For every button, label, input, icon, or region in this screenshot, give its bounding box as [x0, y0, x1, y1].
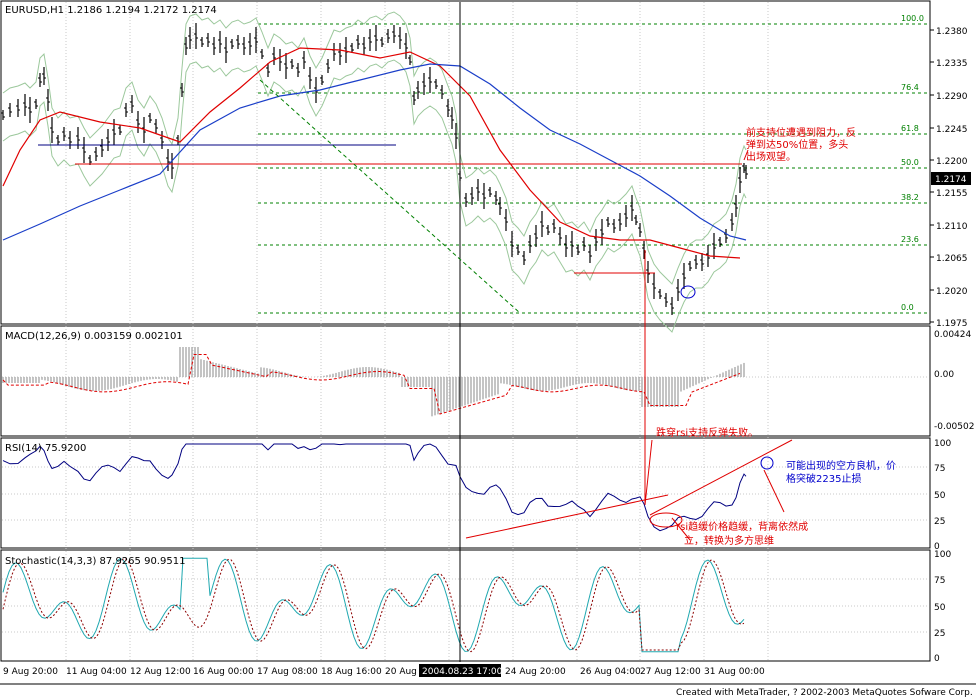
short-signal-line2: 格突破2235止损 — [786, 472, 861, 485]
fib-label: 50.0 — [901, 158, 919, 167]
macd-tick-label: 0.00424 — [934, 330, 971, 340]
moving-averages — [2, 47, 747, 259]
stoch-tick-label: 0 — [934, 654, 940, 664]
x-tick-label: 20 Aug 00:00 — [385, 667, 446, 677]
stoch-tick-label: 100 — [934, 550, 951, 560]
rsi-tick-label: 100 — [934, 439, 951, 449]
price-bars — [1, 23, 748, 315]
y-tick-label: 1.2020 — [936, 287, 968, 297]
annotation-texts: 前支持位遭遇到阻力，反 弹到达50%位置，多头 出场观望。 跌穿rsi支持反弹失… — [656, 126, 896, 547]
rsi-down-arrow[interactable] — [763, 469, 785, 513]
rsi-low-ellipse[interactable] — [649, 512, 683, 528]
x-tick-label: 18 Aug 16:00 — [321, 667, 382, 677]
diagonal-dash-line[interactable] — [259, 79, 521, 314]
y-tick-label: 1.2335 — [936, 59, 968, 69]
x-tick-label: 12 Aug 12:00 — [130, 667, 191, 677]
macd-tick-label: 0.00 — [934, 370, 954, 380]
fibonacci-levels: 100.0 76.4 61.8 50.0 38.2 23.6 0.0 — [258, 14, 928, 314]
rsi-break-note: 跌穿rsi支持反弹失败。 — [656, 426, 758, 439]
x-tick-label: 2004.08.23 17:00 — [422, 667, 503, 677]
fib-label: 76.4 — [901, 83, 919, 92]
y-tick-label: 1.2245 — [936, 125, 968, 135]
x-axis-ticks: 9 Aug 20:00 11 Aug 04:00 12 Aug 12:00 16 Au… — [3, 664, 765, 677]
resistance-note-line2: 弹到达50%位置，多头 — [746, 138, 848, 151]
time-highlight-box — [419, 664, 501, 677]
macd-header: MACD(12,26,9) 0.003159 0.002101 — [5, 331, 183, 342]
current-price-label: 1.2174 — [935, 175, 967, 185]
x-tick-label: 16 Aug 00:00 — [193, 667, 254, 677]
stoch-tick-label: 75 — [934, 576, 945, 586]
bollinger-lower — [2, 59, 747, 333]
rsi-plot — [2, 443, 929, 532]
y-tick-label: 1.2200 — [936, 157, 968, 167]
annotation-drawings — [38, 79, 793, 541]
current-price-box — [931, 172, 971, 185]
stoch-main-line — [2, 557, 745, 653]
x-tick-label: 24 Aug 20:00 — [505, 667, 566, 677]
rsi-tick-label: 25 — [934, 517, 945, 527]
red-rsi-connector[interactable] — [644, 439, 653, 506]
resistance-pointer[interactable] — [743, 149, 749, 161]
rsi-divergence-line1: rsi趋缓价格趋缓，背离依然成 — [676, 520, 808, 533]
y-axis-ticks: 1.2380 1.2335 1.2290 1.2245 1.2200 1.2155 1.21… — [930, 27, 974, 664]
x-tick-label: 27 Aug 12:00 — [640, 667, 701, 677]
bollinger-upper — [2, 11, 747, 285]
panel-frames — [0, 0, 976, 685]
ma-blue — [2, 63, 747, 241]
main-header: EURUSD,H1 1.2186 1.2194 1.2172 1.2174 — [5, 5, 217, 16]
stoch-panel[interactable] — [0, 549, 931, 662]
macd-plot — [2, 347, 929, 417]
rsi-note-pointer[interactable] — [671, 517, 691, 541]
price-low-ellipse[interactable] — [680, 285, 696, 299]
x-tick-label: 17 Aug 08:00 — [257, 667, 318, 677]
rsi-divergence-line2: 立，转换为多方思维 — [684, 534, 774, 547]
resistance-note-line1: 前支持位遭遇到阻力，反 — [746, 126, 856, 139]
stoch-signal-line — [2, 558, 745, 653]
macd-signal-line — [2, 354, 741, 415]
resistance-note-line3: 出场观望。 — [746, 150, 796, 163]
grid-lines — [65, 2, 769, 661]
main-panel[interactable] — [0, 0, 931, 325]
rsi-tick-label: 0 — [934, 542, 940, 552]
rsi-tick-label: 50 — [934, 491, 946, 501]
y-tick-label: 1.2380 — [936, 27, 968, 37]
fib-label: 61.8 — [901, 124, 919, 133]
y-tick-label: 1.2065 — [936, 254, 968, 264]
x-tick-label: 26 Aug 04:00 — [580, 667, 641, 677]
macd-panel[interactable] — [0, 325, 931, 437]
fib-label: 0.0 — [901, 303, 914, 312]
rsi-high-ellipse[interactable] — [760, 456, 774, 470]
rsi-header: RSI(14) 75.9200 — [5, 443, 86, 454]
rsi-panel[interactable] — [0, 437, 931, 549]
stoch-header: Stochastic(14,3,3) 87.9265 90.9511 — [5, 556, 185, 567]
x-tick-label: 9 Aug 20:00 — [3, 667, 58, 677]
stoch-tick-label: 25 — [934, 629, 945, 639]
footer-credit: Created with MetaTrader, ? 2002-2003 Met… — [676, 688, 973, 698]
rsi-tick-label: 75 — [934, 464, 945, 474]
fib-label: 100.0 — [901, 14, 924, 23]
rsi-rising-trendline[interactable] — [649, 439, 793, 516]
stoch-tick-label: 50 — [934, 603, 946, 613]
x-tick-label: 11 Aug 04:00 — [66, 667, 127, 677]
fib-label: 38.2 — [901, 193, 919, 202]
x-tick-label: 31 Aug 00:00 — [704, 667, 765, 677]
fib-label: 23.6 — [901, 235, 919, 244]
bollinger-bands — [2, 11, 747, 333]
y-tick-label: 1.2290 — [936, 92, 968, 102]
y-tick-label: 1.2110 — [936, 222, 968, 232]
rsi-line — [2, 443, 747, 532]
y-tick-label: 1.1975 — [936, 319, 968, 329]
stoch-plot — [2, 557, 929, 653]
macd-tick-label: -0.00502 — [934, 422, 974, 432]
short-signal-line1: 可能出现的空方良机，价 — [786, 459, 896, 472]
rsi-support-trendline[interactable] — [465, 494, 669, 539]
ma-red — [2, 47, 741, 259]
y-tick-label: 1.2155 — [936, 189, 968, 199]
